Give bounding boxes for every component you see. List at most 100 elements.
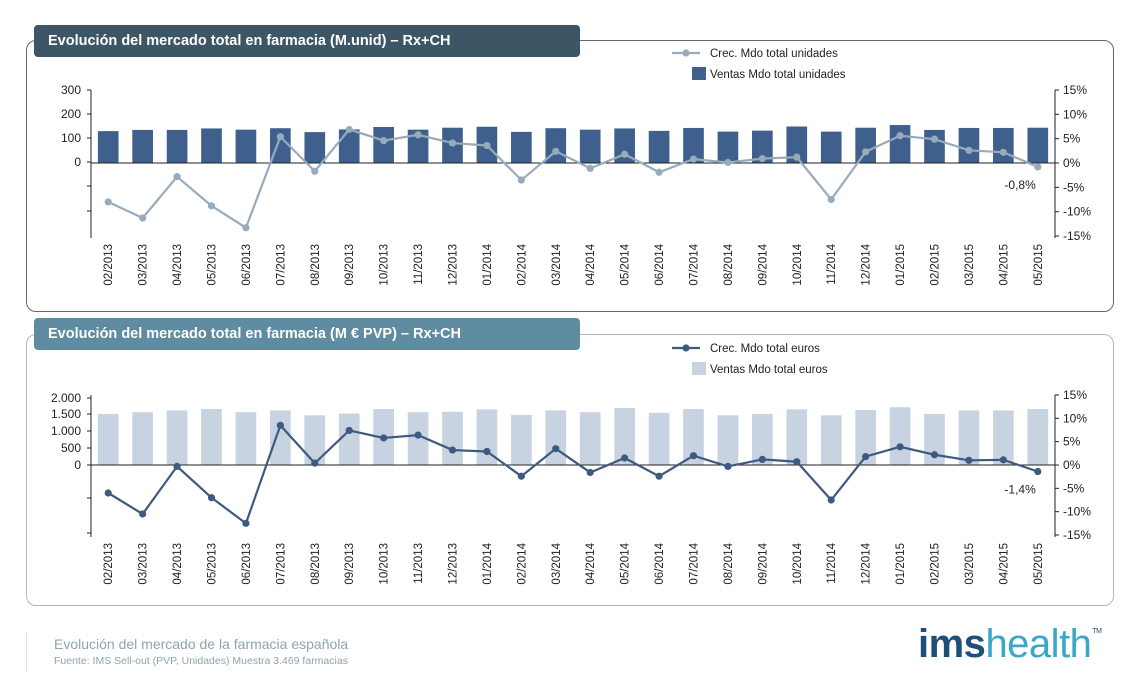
bar — [614, 128, 635, 163]
bar — [338, 129, 360, 163]
category-label: 06/2013 — [241, 244, 253, 286]
category-label: 08/2014 — [723, 243, 735, 285]
category-label: 12/2014 — [861, 542, 873, 584]
category-label: 03/2015 — [964, 244, 976, 286]
right-tick-label: 0% — [1063, 156, 1081, 170]
category-label: 11/2013 — [413, 244, 425, 285]
category-label: 11/2014 — [826, 243, 838, 284]
bar — [407, 129, 429, 163]
growth-point — [483, 141, 491, 150]
left-tick-label: 0 — [74, 155, 81, 169]
category-label: 06/2013 — [241, 543, 253, 585]
right-tick-label: -5% — [1063, 180, 1085, 194]
category-label: 01/2015 — [895, 543, 907, 585]
category-label: 05/2014 — [620, 243, 632, 285]
category-label: 01/2015 — [895, 244, 907, 286]
last-value-label: -0,8% — [1004, 178, 1036, 192]
bar — [958, 127, 980, 163]
legend-line-marker — [682, 49, 690, 57]
growth-point — [930, 451, 939, 459]
ims-health-logo: imshealth TM — [918, 622, 1102, 667]
left-tick-label: 2.000 — [51, 391, 81, 405]
category-label: 02/2015 — [930, 543, 942, 585]
category-label: 04/2015 — [998, 244, 1010, 286]
left-tick-label: 0 — [74, 458, 81, 472]
growth-point — [862, 148, 870, 156]
category-label: 07/2013 — [275, 543, 287, 585]
growth-point — [689, 155, 698, 163]
bar — [132, 129, 153, 163]
category-label: 05/2013 — [207, 244, 219, 286]
category-label: 08/2013 — [310, 244, 322, 286]
category-label: 05/2014 — [620, 542, 632, 584]
growth-point — [139, 214, 147, 222]
growth-point — [552, 445, 560, 453]
left-tick-label: 300 — [61, 83, 81, 97]
bar — [993, 410, 1014, 465]
legend-bar-label: Ventas Mdo total unidades — [710, 69, 846, 81]
chart-title-euros: Evolución del mercado total en farmacia … — [34, 318, 580, 350]
bar — [270, 128, 291, 163]
category-label: 03/2013 — [138, 543, 150, 585]
growth-point — [793, 458, 801, 466]
bar — [993, 127, 1014, 163]
category-label: 03/2015 — [964, 543, 976, 585]
growth-point — [586, 468, 594, 477]
bar — [717, 415, 739, 465]
category-label: 11/2013 — [413, 543, 425, 584]
bar — [820, 131, 842, 163]
bar — [235, 129, 257, 163]
category-label: 12/2014 — [861, 243, 873, 285]
growth-point — [311, 459, 319, 467]
bar — [1027, 409, 1049, 465]
growth-point — [724, 158, 732, 167]
bar — [338, 413, 360, 465]
growth-point — [414, 431, 422, 439]
category-label: 02/2013 — [103, 543, 115, 585]
legend-line-label: Crec. Mdo total euros — [710, 343, 820, 355]
growth-point — [586, 164, 594, 172]
category-label: 03/2014 — [551, 542, 563, 584]
growth-point — [965, 456, 973, 464]
bar — [924, 413, 945, 465]
growth-point — [1034, 163, 1042, 171]
growth-point — [276, 421, 284, 429]
right-tick-label: -10% — [1063, 205, 1091, 219]
legend-line-marker — [682, 344, 690, 352]
bar — [786, 126, 808, 163]
category-label: 08/2013 — [310, 543, 322, 585]
bar — [97, 413, 119, 465]
bar — [304, 132, 326, 163]
bar — [511, 414, 532, 465]
bar — [201, 128, 222, 163]
growth-point — [380, 434, 388, 442]
category-label: 03/2014 — [551, 243, 563, 285]
legend-line-label: Crec. Mdo total unidades — [710, 48, 838, 60]
bar — [683, 409, 704, 465]
category-label: 06/2014 — [654, 243, 666, 285]
left-tick-label: 1.500 — [51, 407, 81, 421]
bar — [442, 411, 463, 465]
bar — [855, 127, 876, 163]
bar — [270, 410, 291, 465]
bar — [752, 130, 773, 163]
growth-point — [758, 155, 766, 163]
growth-point — [276, 133, 284, 141]
bar — [511, 131, 532, 163]
bar — [752, 413, 773, 465]
bar — [304, 415, 326, 465]
bar — [545, 410, 567, 465]
growth-point — [827, 496, 835, 504]
logo-health: health — [985, 622, 1092, 666]
bar — [683, 127, 704, 163]
category-label: 02/2015 — [930, 244, 942, 286]
growth-point — [689, 452, 698, 460]
growth-point — [655, 168, 663, 176]
bar — [889, 407, 911, 465]
category-label: 02/2014 — [516, 243, 528, 285]
category-label: 04/2014 — [585, 542, 597, 584]
category-label: 03/2013 — [138, 244, 150, 286]
right-tick-label: -15% — [1063, 229, 1091, 243]
bar — [648, 130, 670, 163]
growth-point — [793, 153, 801, 161]
